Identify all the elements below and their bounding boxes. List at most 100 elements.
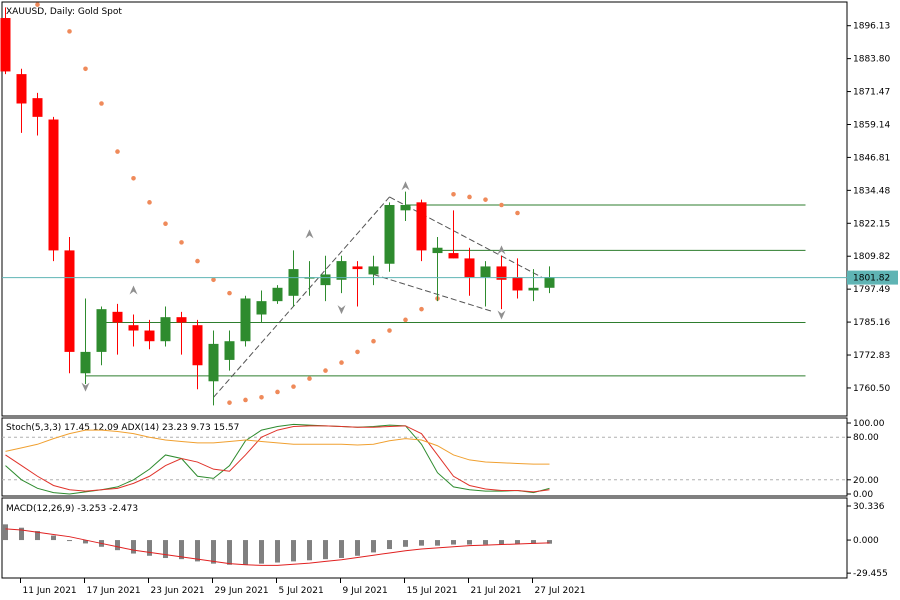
macd-bar	[67, 540, 72, 542]
stochastic-panel[interactable]: Stoch(5,3,3) 17.45 12.09 ADX(14) 23.23 9…	[1, 417, 885, 500]
macd-bar	[307, 540, 312, 561]
macd-signal-line	[5, 528, 550, 566]
sar-dot	[403, 317, 408, 323]
candle-body	[112, 311, 123, 323]
macd-bar	[227, 540, 232, 565]
sar-dot	[467, 194, 472, 200]
sar-dot	[211, 277, 216, 283]
macd-bar	[243, 540, 248, 565]
sar-dot	[115, 149, 120, 154]
stochastic-tick-label: 0.00	[853, 490, 873, 500]
price-tick-label: 1822.15	[853, 219, 890, 229]
macd-bar	[355, 540, 360, 556]
trend-line	[389, 196, 542, 278]
sar-dot	[275, 389, 280, 395]
macd-bar	[547, 540, 552, 544]
stochastic-series-line	[5, 425, 550, 493]
sar-dot	[131, 175, 136, 181]
sar-dot	[355, 349, 360, 355]
stochastic-panel-frame	[1, 417, 848, 497]
time-axis: 11 Jun 2021 17 Jun 2021 23 Jun 2021 29 Jun …	[2, 577, 847, 596]
parabolic-sar	[35, 2, 520, 405]
sar-dot	[227, 290, 232, 296]
stochastic-tick-label: 80.00	[853, 433, 879, 443]
macd-axis: 30.336 0.000 -29.455	[847, 502, 888, 579]
macd-tick-label: -29.455	[853, 569, 888, 579]
stochastic-legend: Stoch(5,3,3) 17.45 12.09 ADX(14) 23.23 9…	[6, 423, 239, 433]
sar-dot	[147, 200, 152, 205]
macd-bar	[499, 540, 504, 545]
trend-lines	[213, 196, 542, 398]
macd-bar	[515, 540, 520, 544]
candle-body	[0, 18, 11, 72]
time-tick-label: 27 Jul 2021	[535, 586, 586, 596]
sar-dot	[339, 360, 344, 365]
price-tick-label: 1846.81	[853, 153, 890, 163]
sar-dot	[387, 328, 392, 333]
candle-body	[320, 274, 331, 286]
macd-bar	[483, 540, 488, 545]
macd-bar	[3, 524, 8, 541]
macd-bar	[19, 527, 24, 541]
macd-bar	[195, 540, 200, 562]
price-tick-label: 1883.80	[853, 55, 890, 65]
candle-body	[224, 341, 235, 360]
price-tick-label: 1859.14	[853, 120, 890, 130]
stochastic-lines	[5, 423, 550, 495]
price-tick-label: 1785.16	[853, 318, 890, 328]
macd-bar	[291, 540, 296, 562]
candle-body	[96, 309, 107, 352]
macd-bar	[435, 540, 440, 546]
macd-bar	[451, 540, 456, 545]
macd-bar	[339, 540, 344, 559]
price-panel[interactable]: XAUUSD, Daily: Gold Spot 1896.131883.801…	[0, 1, 899, 417]
sar-dot	[371, 338, 376, 344]
candles	[0, 7, 555, 406]
macd-bar	[131, 540, 136, 554]
price-tick-label: 1896.13	[853, 22, 890, 32]
macd-bar	[51, 535, 56, 541]
macd-bar	[403, 540, 408, 547]
time-tick-label: 23 Jun 2021	[151, 586, 205, 596]
sar-dot	[163, 221, 168, 226]
sar-dot	[451, 192, 456, 197]
trend-line	[373, 273, 494, 313]
macd-bar	[467, 540, 472, 545]
macd-bar	[371, 540, 376, 553]
sar-dot	[99, 101, 104, 106]
horizontal-levels	[85, 204, 806, 377]
price-panel-frame	[1, 1, 848, 417]
macd-bar	[259, 540, 264, 564]
stochastic-axis: 100.00 80.00 20.00 0.00	[847, 419, 885, 500]
sar-dot	[323, 368, 328, 373]
macd-bar	[323, 540, 328, 560]
macd-tick-label: 30.336	[853, 502, 885, 512]
macd-legend: MACD(12,26,9) -3.253 -2.473	[6, 504, 138, 514]
sar-dot	[515, 210, 520, 216]
macd-bar	[179, 540, 184, 560]
fractal-down-arrow	[337, 305, 346, 315]
candle-body	[256, 301, 267, 315]
candle-body	[528, 287, 539, 291]
candle-body	[352, 266, 363, 270]
candle-body	[288, 269, 299, 296]
candle-body	[336, 261, 347, 280]
time-tick-label: 5 Jul 2021	[279, 586, 324, 596]
candle-body	[496, 266, 507, 280]
candle-body	[176, 317, 187, 323]
macd-bar	[211, 540, 216, 564]
current-price-label: 1801.82	[853, 274, 890, 284]
price-tick-label: 1797.49	[853, 285, 890, 295]
fractals	[81, 181, 506, 392]
fractal-up-arrow	[305, 229, 314, 239]
macd-histogram	[3, 524, 552, 565]
sar-dot	[499, 202, 504, 208]
candle-body	[480, 266, 491, 278]
candle-body	[16, 74, 27, 104]
macd-bar	[83, 540, 88, 544]
candle-body	[208, 343, 219, 382]
fractal-down-arrow	[497, 310, 506, 320]
fractal-down-arrow	[81, 382, 90, 392]
stochastic-tick-label: 100.00	[853, 419, 885, 429]
